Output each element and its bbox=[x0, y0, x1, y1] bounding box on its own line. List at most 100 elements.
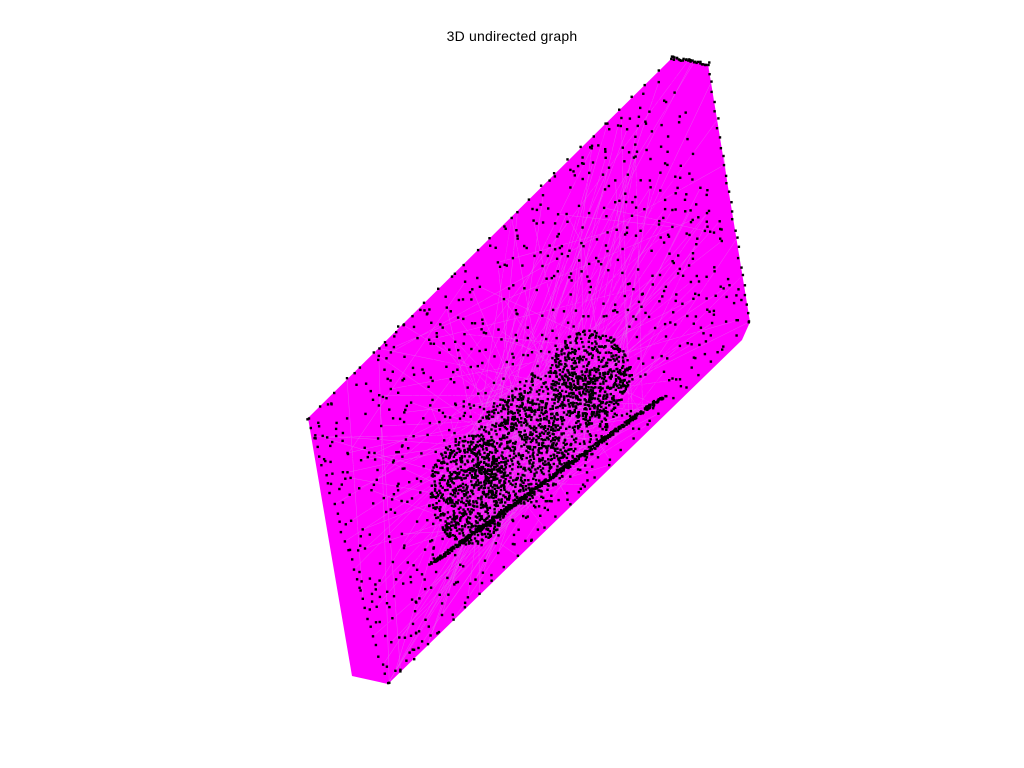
graph-node bbox=[562, 378, 566, 382]
graph-node bbox=[558, 391, 562, 395]
graph-node bbox=[524, 436, 527, 439]
graph-edge bbox=[556, 303, 683, 476]
graph-node bbox=[600, 377, 604, 380]
graph-node bbox=[540, 490, 543, 493]
graph-node bbox=[526, 415, 529, 418]
graph-node bbox=[574, 385, 577, 388]
graph-node bbox=[504, 457, 508, 460]
graph-node bbox=[612, 309, 615, 313]
graph-node bbox=[685, 193, 688, 196]
graph-node bbox=[423, 309, 426, 312]
graph-node bbox=[361, 528, 364, 531]
graph-node bbox=[597, 376, 600, 380]
graph-node bbox=[594, 345, 597, 349]
graph-node bbox=[503, 425, 506, 429]
graph-node bbox=[602, 206, 606, 210]
graph-node bbox=[491, 521, 494, 525]
graph-node bbox=[601, 334, 604, 337]
graph-node bbox=[587, 280, 590, 283]
graph-node bbox=[517, 398, 520, 401]
graph-node bbox=[497, 456, 500, 459]
graph-node bbox=[456, 545, 459, 548]
graph-node bbox=[703, 229, 707, 233]
graph-node bbox=[505, 462, 508, 465]
graph-node bbox=[514, 333, 517, 337]
graph-node bbox=[713, 266, 716, 269]
graph-node bbox=[414, 631, 418, 634]
graph-node bbox=[424, 618, 427, 621]
graph-node bbox=[542, 438, 545, 442]
graph-node bbox=[556, 213, 560, 216]
graph-node bbox=[610, 352, 613, 355]
graph-edge bbox=[371, 501, 462, 595]
graph-node bbox=[504, 477, 507, 481]
graph-node bbox=[517, 472, 520, 476]
graph-node bbox=[499, 424, 502, 427]
graph-node bbox=[573, 410, 576, 414]
graph-edge bbox=[445, 458, 485, 526]
graph-node bbox=[581, 226, 584, 229]
graph-node bbox=[616, 124, 620, 127]
graph-node bbox=[549, 428, 553, 431]
graph-edge bbox=[664, 111, 715, 210]
graph-node bbox=[488, 468, 491, 472]
graph-node bbox=[598, 404, 601, 407]
graph-edge bbox=[571, 275, 653, 281]
graph-node bbox=[431, 553, 434, 556]
graph-node bbox=[502, 484, 505, 487]
graph-node bbox=[524, 433, 527, 436]
graph-node bbox=[390, 641, 393, 644]
graph-node bbox=[532, 461, 535, 464]
graph-node bbox=[678, 115, 681, 118]
graph-node bbox=[529, 401, 532, 404]
graph-node bbox=[514, 422, 517, 425]
graph-node bbox=[445, 500, 449, 504]
graph-node bbox=[589, 377, 592, 380]
graph-node bbox=[585, 456, 589, 459]
graph-node bbox=[706, 225, 709, 228]
graph-node bbox=[415, 601, 418, 604]
graph-node bbox=[516, 234, 519, 237]
graph-node bbox=[577, 204, 581, 208]
graph-node bbox=[531, 377, 534, 380]
graph-node bbox=[573, 371, 576, 374]
graph-node bbox=[528, 414, 531, 417]
graph-node bbox=[484, 430, 488, 433]
graph-node bbox=[551, 398, 554, 401]
graph-node bbox=[457, 485, 460, 488]
graph-node bbox=[470, 347, 473, 351]
graph-node bbox=[610, 431, 613, 434]
graph-node bbox=[481, 416, 484, 419]
graph-node bbox=[604, 364, 607, 367]
graph-node bbox=[329, 460, 332, 464]
graph-node bbox=[360, 580, 363, 583]
graph-node bbox=[535, 441, 538, 444]
graph-node bbox=[571, 358, 574, 361]
graph-node bbox=[431, 503, 435, 507]
graph-node bbox=[610, 375, 613, 378]
graph-node bbox=[607, 184, 611, 188]
graph-node bbox=[538, 479, 541, 482]
graph-node bbox=[341, 471, 345, 474]
graph-node bbox=[469, 512, 472, 516]
graph-node bbox=[523, 466, 526, 470]
graph-node bbox=[490, 462, 494, 465]
graph-node bbox=[604, 436, 607, 439]
graph-node bbox=[543, 506, 546, 510]
graph-node bbox=[555, 454, 559, 458]
graph-node bbox=[513, 543, 516, 546]
graph-node bbox=[556, 389, 559, 392]
graph-node bbox=[569, 401, 573, 405]
graph-node bbox=[572, 386, 576, 389]
graph-node bbox=[503, 488, 506, 491]
graph-node bbox=[467, 540, 471, 543]
graph-node bbox=[437, 471, 440, 475]
graph-node bbox=[462, 414, 465, 418]
graph-node bbox=[504, 400, 507, 403]
graph-node bbox=[542, 496, 545, 499]
graph-node bbox=[487, 536, 490, 539]
graph-node bbox=[560, 350, 563, 353]
graph-edge bbox=[430, 167, 610, 498]
graph-node bbox=[552, 422, 555, 425]
graph-edge bbox=[627, 315, 688, 383]
